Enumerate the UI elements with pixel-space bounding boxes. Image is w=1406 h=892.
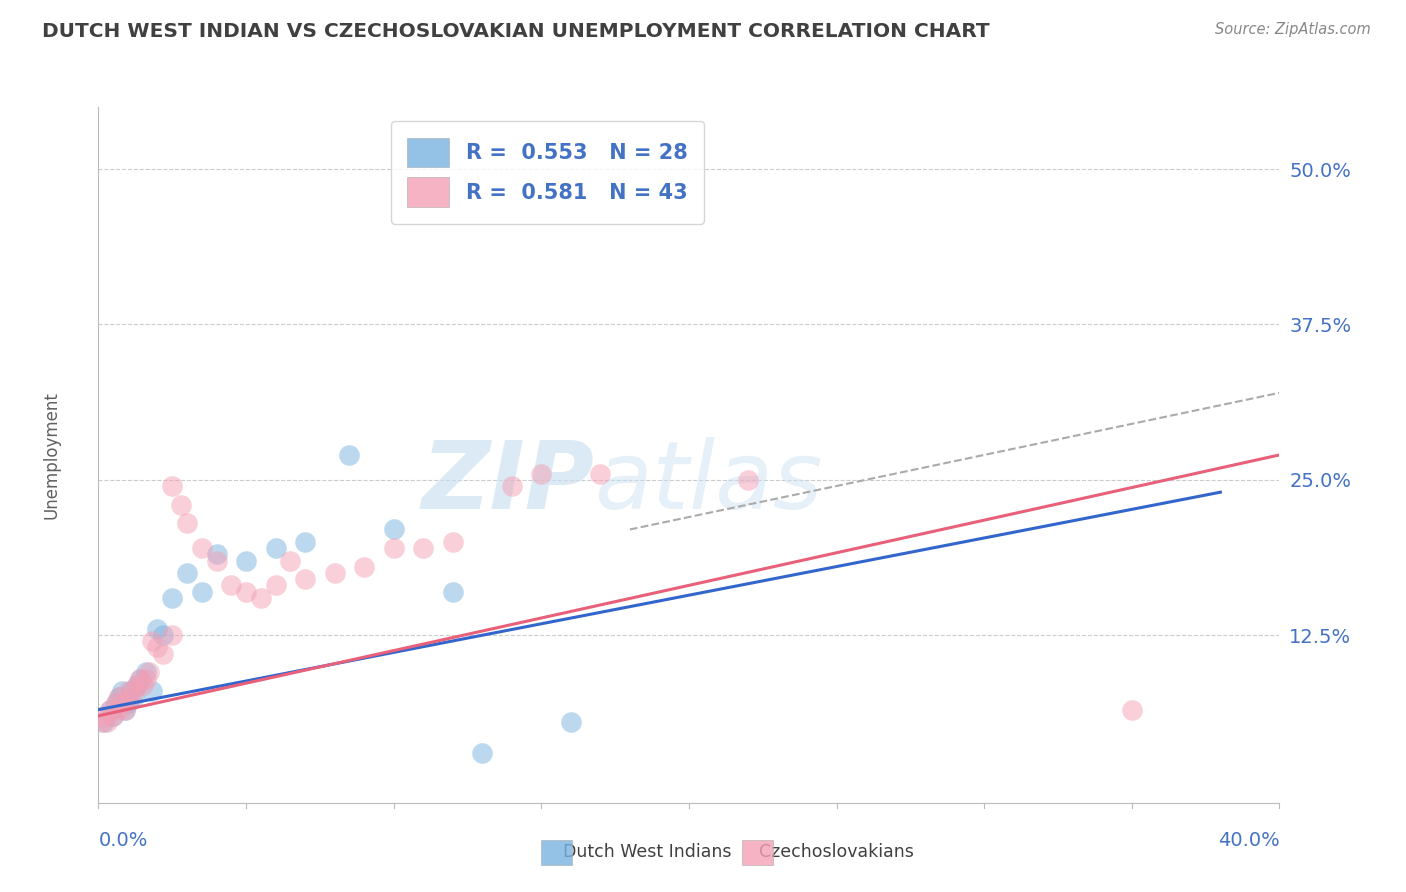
Text: 0.0%: 0.0% (98, 830, 148, 850)
Point (108, 690, 131, 705)
Point (122, 684, 145, 698)
Point (114, 703, 136, 717)
Point (141, 634, 163, 648)
Point (294, 572, 316, 586)
Text: Czechoslovakians: Czechoslovakians (759, 843, 914, 861)
Legend: R =  0.553   N = 28, R =  0.581   N = 43: R = 0.553 N = 28, R = 0.581 N = 43 (391, 121, 704, 224)
Text: Source: ZipAtlas.com: Source: ZipAtlas.com (1215, 22, 1371, 37)
Point (162, 591, 183, 605)
Point (108, 703, 131, 717)
Point (96, 714, 118, 729)
Text: Dutch West Indians: Dutch West Indians (562, 843, 731, 861)
Point (105, 697, 128, 711)
Point (176, 516, 198, 531)
Point (93, 714, 115, 729)
Point (191, 584, 214, 599)
Point (103, 708, 125, 723)
Point (98, 703, 121, 717)
Point (235, 584, 257, 599)
Point (337, 448, 360, 462)
Point (117, 684, 139, 698)
Text: atlas: atlas (595, 437, 823, 528)
Point (353, 559, 375, 574)
Text: ZIP: ZIP (422, 437, 595, 529)
Point (170, 498, 193, 512)
Point (264, 578, 287, 592)
Point (162, 479, 183, 493)
Point (135, 665, 157, 680)
Point (589, 467, 612, 481)
Point (530, 467, 553, 481)
Point (114, 703, 136, 717)
Point (111, 684, 134, 698)
Point (146, 622, 169, 636)
Point (205, 553, 228, 567)
Point (141, 684, 163, 698)
Point (93, 708, 115, 723)
Point (138, 665, 160, 680)
Point (90, 714, 112, 729)
Text: 40.0%: 40.0% (1218, 830, 1279, 850)
Point (152, 628, 174, 642)
Point (135, 672, 157, 686)
Point (501, 479, 523, 493)
Point (105, 697, 128, 711)
Point (132, 678, 155, 692)
Point (128, 672, 150, 686)
Point (125, 678, 148, 692)
Point (471, 746, 494, 760)
Point (176, 566, 198, 580)
Point (1121, 703, 1143, 717)
Point (205, 547, 228, 561)
Point (146, 640, 169, 655)
Point (162, 628, 183, 642)
Point (560, 714, 582, 729)
Point (441, 584, 464, 599)
Point (120, 690, 142, 705)
Point (382, 523, 405, 537)
Point (382, 541, 405, 555)
Point (441, 534, 464, 549)
Point (152, 647, 174, 661)
Point (122, 690, 145, 705)
Point (412, 541, 434, 555)
Point (294, 534, 316, 549)
Point (219, 578, 242, 592)
Point (737, 473, 759, 487)
Point (108, 690, 131, 705)
Point (103, 708, 125, 723)
Text: Unemployment: Unemployment (42, 391, 60, 519)
Point (278, 553, 302, 567)
Point (98, 703, 121, 717)
Point (250, 591, 273, 605)
Point (111, 697, 134, 711)
Point (120, 684, 142, 698)
Point (264, 541, 287, 555)
Point (235, 553, 257, 567)
Text: DUTCH WEST INDIAN VS CZECHOSLOVAKIAN UNEMPLOYMENT CORRELATION CHART: DUTCH WEST INDIAN VS CZECHOSLOVAKIAN UNE… (42, 22, 990, 41)
Point (117, 697, 139, 711)
Point (323, 566, 346, 580)
Point (128, 672, 150, 686)
Point (125, 678, 148, 692)
Point (191, 541, 214, 555)
